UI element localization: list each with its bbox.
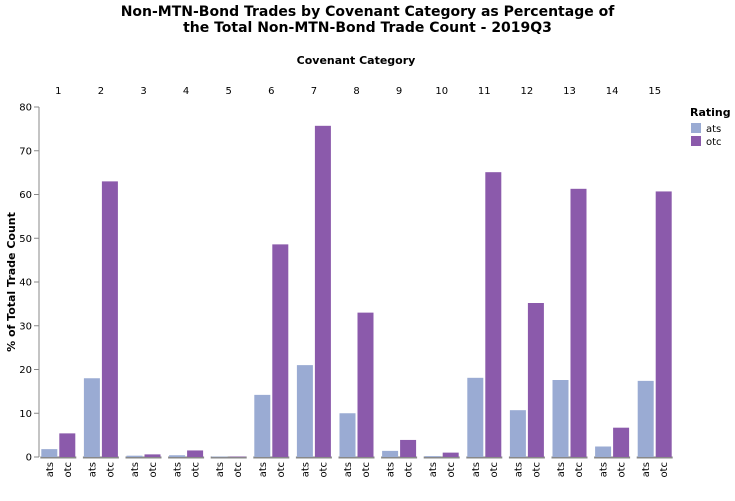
x-tick-label-otc: otc xyxy=(404,462,415,478)
y-tick-label: 20 xyxy=(19,365,32,376)
column-header-label: 11 xyxy=(478,86,491,97)
column-header-label: 5 xyxy=(226,86,232,97)
bar-otc-category-2 xyxy=(101,181,118,457)
column-header-label: 12 xyxy=(521,86,534,97)
x-tick-label-otc: otc xyxy=(617,462,628,478)
legend-swatch-otc xyxy=(691,136,701,146)
bar-otc-category-13 xyxy=(570,188,587,457)
y-tick-label: 70 xyxy=(19,146,32,157)
y-tick-label: 50 xyxy=(19,234,32,245)
x-tick-label-ats: ats xyxy=(215,462,226,477)
y-tick-label: 80 xyxy=(19,103,32,114)
legend-label-otc: otc xyxy=(706,137,722,148)
column-header-label: 2 xyxy=(98,86,104,97)
bar-ats-category-6 xyxy=(254,394,271,457)
x-tick-label-ats: ats xyxy=(258,462,269,477)
column-header-label: 3 xyxy=(140,86,146,97)
x-tick-label-ats: ats xyxy=(428,462,439,477)
bar-otc-category-7 xyxy=(314,125,331,457)
bar-otc-category-4 xyxy=(187,450,204,457)
bar-otc-category-9 xyxy=(400,439,417,457)
x-tick-label-otc: otc xyxy=(318,462,329,478)
x-tick-label-ats: ats xyxy=(471,462,482,477)
chart-title-line-1: Non-MTN-Bond Trades by Covenant Category… xyxy=(121,4,616,20)
bar-ats-category-1 xyxy=(41,449,58,457)
x-tick-label-otc: otc xyxy=(233,462,244,478)
bar-otc-category-15 xyxy=(655,191,672,457)
x-tick-label-otc: otc xyxy=(489,462,500,478)
column-header-label: 13 xyxy=(563,86,576,97)
bar-otc-category-1 xyxy=(59,433,76,457)
x-tick-label-ats: ats xyxy=(641,462,652,477)
legend-title: Rating xyxy=(690,106,731,119)
column-header-label: 4 xyxy=(183,86,189,97)
y-tick-label: 60 xyxy=(19,190,32,201)
column-header-label: 9 xyxy=(396,86,402,97)
x-tick-label-otc: otc xyxy=(446,462,457,478)
column-header-label: 6 xyxy=(268,86,274,97)
x-tick-label-otc: otc xyxy=(659,462,670,478)
x-tick-label-ats: ats xyxy=(343,462,354,477)
x-tick-label-otc: otc xyxy=(531,462,542,478)
x-tick-label-ats: ats xyxy=(87,462,98,477)
x-tick-label-ats: ats xyxy=(173,462,184,477)
bar-ats-category-11 xyxy=(467,377,484,457)
column-header-label: 1 xyxy=(55,86,61,97)
x-tick-label-otc: otc xyxy=(574,462,585,478)
x-tick-label-otc: otc xyxy=(276,462,287,478)
x-tick-label-ats: ats xyxy=(45,462,56,477)
bar-ats-category-4 xyxy=(169,455,186,457)
x-tick-label-ats: ats xyxy=(386,462,397,477)
x-tick-label-otc: otc xyxy=(191,462,202,478)
chart-title-line-2: the Total Non-MTN-Bond Trade Count - 201… xyxy=(183,20,552,36)
bar-ats-category-7 xyxy=(296,365,313,457)
x-tick-label-ats: ats xyxy=(513,462,524,477)
column-axis-title: Covenant Category xyxy=(297,54,416,67)
bar-otc-category-5 xyxy=(229,456,246,458)
column-header-label: 14 xyxy=(606,86,619,97)
bar-otc-category-6 xyxy=(272,244,289,457)
bar-ats-category-5 xyxy=(211,456,228,458)
bar-ats-category-10 xyxy=(424,456,441,457)
bar-ats-category-12 xyxy=(509,410,526,457)
legend-label-ats: ats xyxy=(706,124,721,135)
column-header-label: 8 xyxy=(353,86,359,97)
x-tick-label-ats: ats xyxy=(130,462,141,477)
bar-ats-category-13 xyxy=(552,380,569,457)
x-tick-label-ats: ats xyxy=(300,462,311,477)
column-header-label: 15 xyxy=(648,86,661,97)
y-tick-label: 0 xyxy=(26,453,32,464)
legend-swatch-ats xyxy=(691,123,701,133)
bar-otc-category-14 xyxy=(613,427,630,457)
legend: Rating ats otc xyxy=(690,106,731,148)
bar-ats-category-9 xyxy=(382,450,399,457)
bar-ats-category-2 xyxy=(83,378,100,457)
x-tick-label-ats: ats xyxy=(599,462,610,477)
y-tick-label: 30 xyxy=(19,321,32,332)
bar-otc-category-3 xyxy=(144,454,161,457)
bar-otc-category-11 xyxy=(485,172,502,457)
bar-otc-category-10 xyxy=(442,452,459,457)
bar-ats-category-3 xyxy=(126,455,143,457)
y-tick-label: 10 xyxy=(19,409,32,420)
column-header-label: 7 xyxy=(311,86,317,97)
x-tick-label-otc: otc xyxy=(105,462,116,478)
y-tick-label: 40 xyxy=(19,278,32,289)
x-tick-label-ats: ats xyxy=(556,462,567,477)
bar-ats-category-14 xyxy=(595,446,612,457)
y-axis-title: % of Total Trade Count xyxy=(5,212,18,352)
x-tick-label-otc: otc xyxy=(361,462,372,478)
bar-ats-category-15 xyxy=(637,380,654,457)
column-header-label: 10 xyxy=(435,86,448,97)
bar-ats-category-8 xyxy=(339,413,356,457)
bar-otc-category-12 xyxy=(527,303,544,457)
x-tick-label-otc: otc xyxy=(148,462,159,478)
bar-otc-category-8 xyxy=(357,312,374,457)
x-tick-label-otc: otc xyxy=(63,462,74,478)
